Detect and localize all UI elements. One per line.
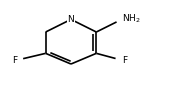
Text: F: F [122, 56, 127, 65]
Text: F: F [12, 56, 17, 65]
Text: N: N [68, 15, 74, 24]
Text: NH$_2$: NH$_2$ [122, 12, 140, 25]
